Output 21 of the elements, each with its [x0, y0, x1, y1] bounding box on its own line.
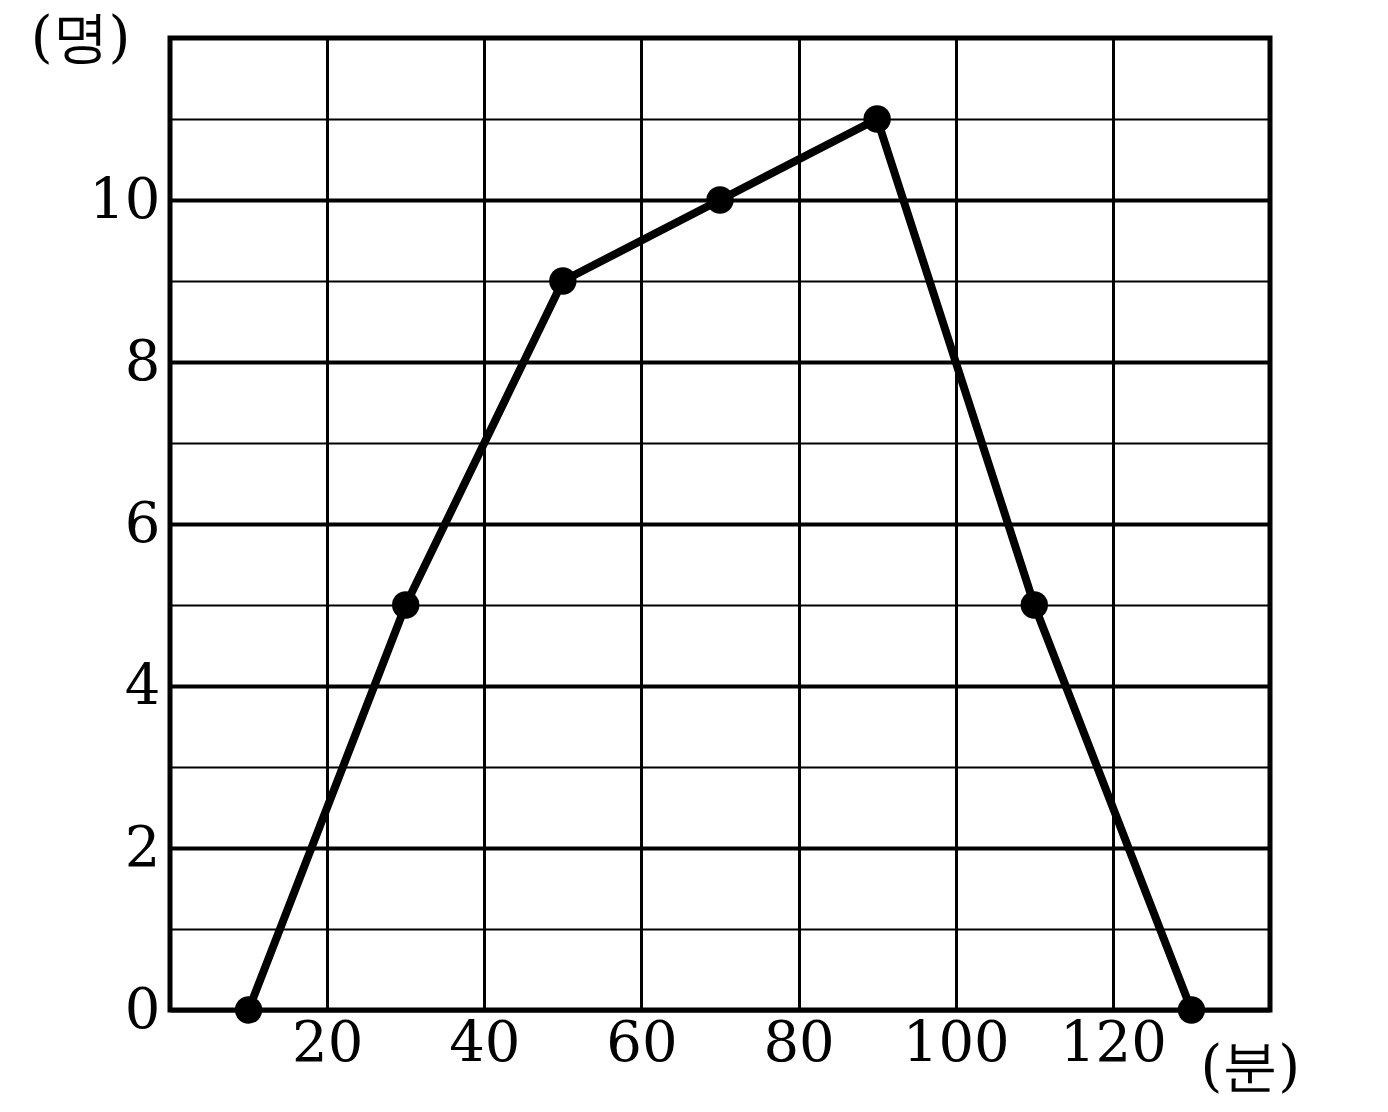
y-axis-title: (명)	[30, 3, 131, 69]
y-tick-label: 8	[124, 327, 161, 393]
y-tick-label: 4	[124, 651, 161, 717]
y-tick-label: 0	[124, 975, 161, 1041]
point	[706, 186, 734, 214]
point	[1177, 996, 1206, 1024]
x-tick-label: 120	[1059, 1008, 1167, 1074]
x-tick-label: 100	[902, 1008, 1010, 1074]
x-tick-label: 80	[763, 1008, 835, 1074]
x-tick-label: 40	[449, 1008, 521, 1074]
point	[549, 267, 577, 295]
y-tick-label: 2	[124, 813, 161, 879]
point	[1020, 591, 1048, 619]
y-tick-label: 6	[124, 489, 161, 555]
y-tick-label: 10	[89, 165, 161, 231]
point	[863, 105, 891, 133]
x-axis-title: (분)	[1200, 1032, 1301, 1098]
point	[392, 591, 420, 619]
x-tick-label: 20	[292, 1008, 364, 1074]
point	[234, 996, 263, 1024]
x-tick-label: 60	[606, 1008, 678, 1074]
